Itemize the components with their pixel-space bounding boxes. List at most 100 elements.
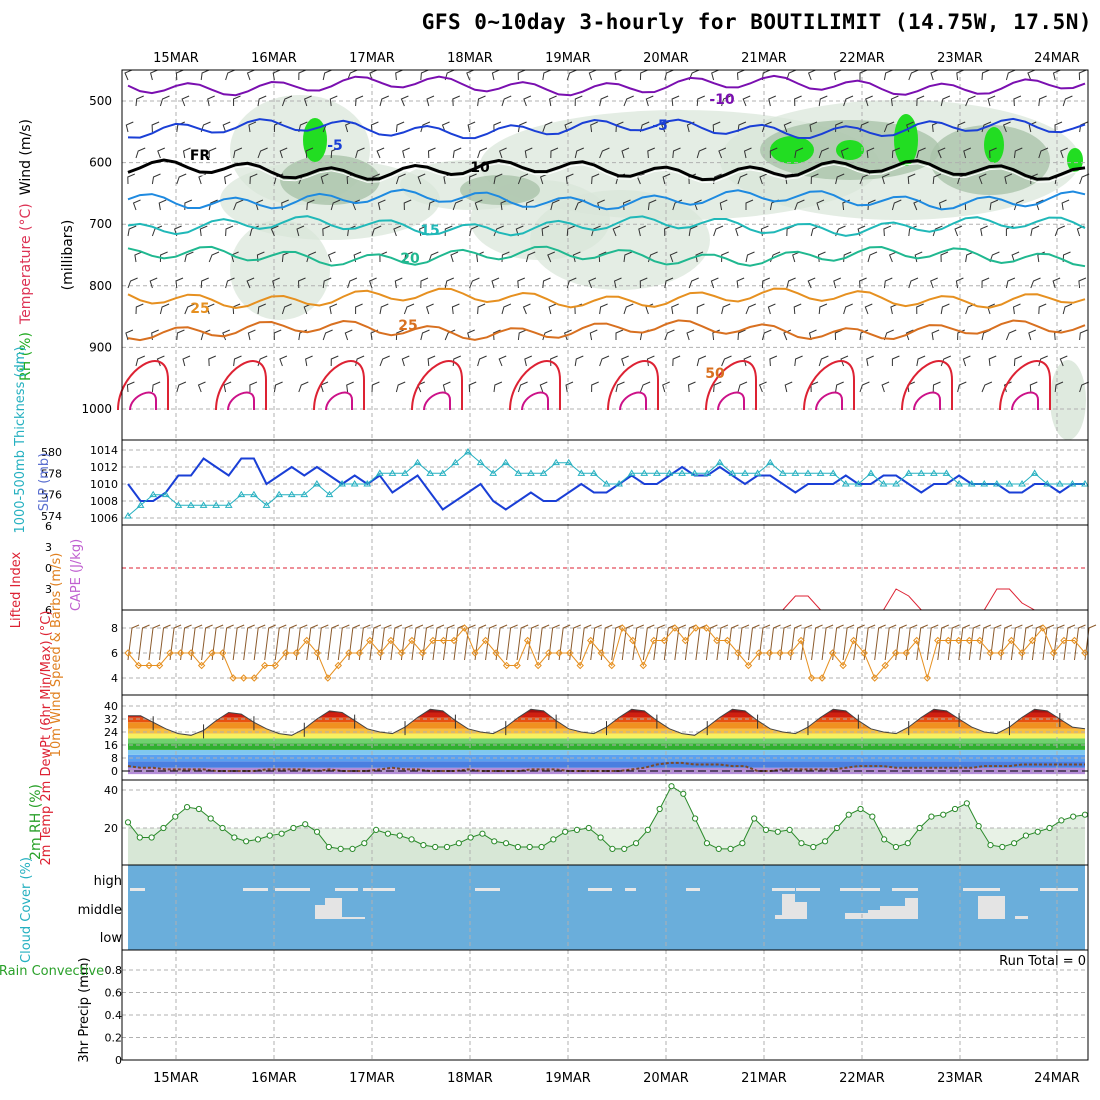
rh-point (219, 824, 226, 832)
wind-barb (891, 199, 902, 211)
wind-barb (1052, 277, 1061, 289)
wind10m-barb (874, 624, 886, 661)
wind-barb (735, 225, 743, 237)
rh-point (562, 828, 569, 835)
wind-barb (127, 225, 137, 237)
wind10m-barb (453, 624, 466, 661)
wind-barb (355, 303, 363, 314)
wind10m-barb (1063, 624, 1076, 661)
rh-point (1022, 832, 1030, 839)
wind-barb (981, 69, 990, 81)
wind-barb (1038, 147, 1049, 159)
wind-barb (818, 355, 829, 367)
wind-barb (818, 95, 828, 107)
wind10m-barb (295, 624, 308, 661)
wind-barb (599, 147, 610, 159)
wind-speed-point (471, 649, 479, 657)
wind-barb (621, 147, 630, 159)
wind-barb (1079, 121, 1088, 133)
rh-point (396, 832, 403, 839)
rh-point (254, 836, 262, 843)
wind10m-barb (421, 624, 434, 661)
wind-barb (761, 277, 770, 289)
wind10m-barb (127, 624, 140, 661)
wind-barb (662, 381, 670, 393)
wind-barb (639, 277, 648, 289)
wind-barb (565, 381, 574, 393)
wind10m-barb (159, 624, 171, 661)
warm-contour-inner (129, 391, 157, 411)
wind-barb (693, 199, 702, 211)
rh-point (207, 815, 214, 822)
wind-barb (207, 95, 215, 107)
wind-speed-point (965, 636, 974, 645)
wind-barb (347, 69, 358, 81)
wind-speed-point (639, 661, 648, 670)
wind-barb (1060, 147, 1068, 159)
slp-line (127, 457, 1085, 511)
wind-barb (883, 69, 893, 81)
thickness-point (338, 480, 346, 487)
rh-point (538, 843, 545, 851)
wind-barb (792, 251, 800, 263)
wind-barb (864, 303, 873, 315)
wind-barb (1078, 277, 1087, 289)
rh-point (892, 843, 900, 851)
rh-point (349, 845, 356, 853)
wind-barb (517, 69, 526, 81)
wind-barb (931, 329, 940, 341)
thickness-point (967, 480, 976, 487)
warm-contour-inner (913, 391, 941, 411)
wind-speed-point (134, 661, 143, 670)
wind-speed-point (250, 674, 258, 682)
wind10m-barb (790, 624, 802, 661)
rh-high (894, 114, 918, 166)
wind-barb (517, 381, 528, 393)
wind-speed-point (797, 636, 805, 645)
wind-speed-point (345, 649, 353, 657)
wind10m-barb (968, 624, 981, 661)
wind-barb (182, 355, 191, 367)
wind-speed-point (513, 661, 521, 670)
warm-contour (509, 360, 561, 411)
isotherm--10 (127, 74, 1086, 97)
wind-barb (403, 199, 412, 211)
wind-barb (158, 199, 167, 211)
wind-barb (807, 69, 816, 81)
wind-tick: 8 (111, 622, 118, 635)
pressure-tick: 600 (89, 156, 112, 170)
wind-barb (695, 251, 704, 263)
wind-barb (257, 303, 266, 315)
wind-speed-point (303, 636, 311, 645)
thickness-point (766, 458, 775, 466)
wind-barb (477, 95, 486, 107)
rh-point (373, 826, 380, 834)
wind-barb (664, 277, 674, 289)
contour-label: -5 (652, 118, 668, 134)
thickness-point (464, 448, 472, 455)
wind-speed-point (681, 636, 690, 645)
wind-barb (1038, 95, 1047, 107)
warm-contour-inner (619, 391, 647, 411)
thickness-point (854, 480, 863, 487)
cloud-high-bar (772, 888, 795, 891)
wind-barb (124, 69, 133, 81)
wind-barb (688, 173, 697, 185)
wind-barb (320, 173, 329, 185)
rh-point (1011, 840, 1018, 847)
wind-barb (157, 147, 165, 159)
thickness-point (892, 480, 901, 487)
wind-barb (159, 95, 170, 107)
wind-barb (719, 199, 728, 211)
thickness-point (627, 469, 636, 476)
wind-barb (151, 121, 160, 133)
cloud-high-bar (275, 888, 310, 891)
wind-barb (940, 95, 951, 107)
wind-barb (867, 199, 876, 211)
rh-point (124, 819, 132, 826)
wind-barb (647, 147, 655, 159)
thickness-point (791, 469, 800, 476)
wind10m-barb (201, 624, 213, 661)
cloud-mid-bar (782, 894, 795, 919)
rh-point (940, 811, 947, 818)
